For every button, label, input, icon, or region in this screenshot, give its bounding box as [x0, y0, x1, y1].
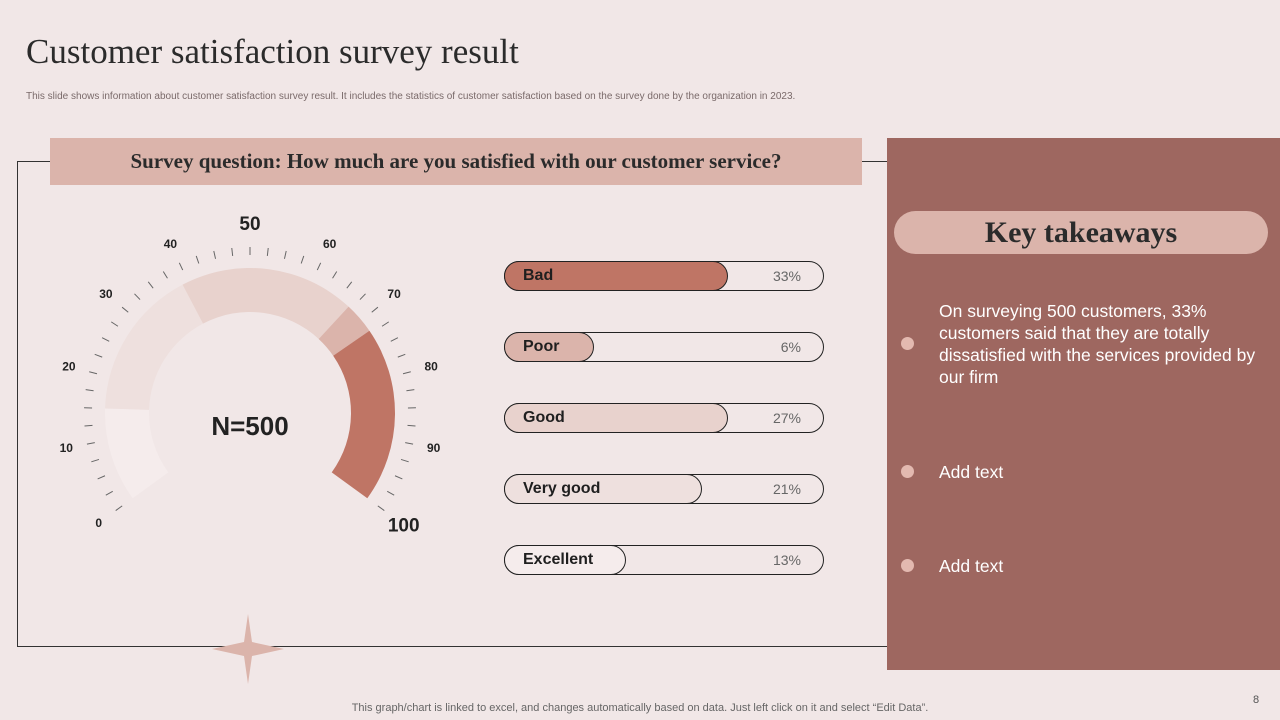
gauge-chart: 0 10 20 30 40 50 60 70 80 90 100 N=500 [60, 214, 441, 537]
gauge-scale-label: 20 [62, 359, 76, 373]
bar-row: Good 27% [504, 403, 824, 433]
gauge-tick [213, 250, 217, 259]
page-number: 8 [1253, 694, 1260, 706]
bar-fill [504, 332, 594, 362]
bullet-dot [901, 337, 914, 350]
gauge-tick [300, 255, 305, 264]
bar-value-label: 13% [772, 552, 801, 568]
gauge-tick [147, 281, 154, 289]
gauge-tick [390, 337, 399, 342]
takeaway-item-3: Add text [939, 556, 1004, 576]
bullet-dot [901, 559, 914, 572]
bar-row: Excellent 13% [504, 545, 824, 575]
gauge-tick [386, 490, 395, 496]
bar-value-label: 21% [772, 481, 801, 497]
gauge-segment-3 [182, 267, 349, 339]
bar-fill [504, 545, 626, 575]
page-subtitle: This slide shows information about custo… [26, 91, 796, 102]
survey-question: Survey question: How much are you satisf… [50, 138, 862, 185]
gauge-tick [394, 475, 403, 480]
gauge-scale-label: 0 [95, 516, 102, 530]
sparkle-icon [212, 614, 284, 684]
gauge-segment-2 [105, 284, 204, 410]
gauge-tick [101, 337, 110, 342]
takeaway-item-2: Add text [939, 462, 1004, 482]
gauge-tick [134, 293, 141, 300]
gauge-tick [84, 424, 93, 427]
gauge-tick [115, 505, 123, 511]
gauge-tick [162, 271, 168, 279]
gauge-tick [407, 424, 416, 427]
gauge-tick [402, 371, 411, 375]
gauge-tick [89, 371, 98, 375]
gauge-tick [283, 250, 287, 259]
gauge-scale-label: 10 [60, 441, 74, 455]
gauge-tick [91, 458, 100, 463]
gauge-tick [231, 247, 234, 257]
gauge-scale-label: 90 [427, 441, 441, 455]
bar-fill [504, 474, 702, 504]
gauge-tick [85, 389, 94, 392]
gauge-scale-label: 30 [99, 287, 113, 301]
gauge-segment-1 [105, 408, 169, 499]
gauge-tick [195, 255, 200, 264]
bar-fill [504, 261, 728, 291]
gauge-tick [371, 306, 379, 313]
gauge-tick [346, 281, 353, 289]
bar-row: Very good 21% [504, 474, 824, 504]
gauge-scale-label: 80 [424, 359, 438, 373]
gauge-tick [316, 262, 322, 271]
gauge-center-label: N=500 [211, 411, 288, 441]
bar-fill [504, 403, 728, 433]
bar-label: Excellent [523, 551, 594, 568]
page-title: Customer satisfaction survey result [26, 32, 519, 71]
gauge-scale-label: 70 [387, 287, 401, 301]
bar-value-label: 27% [772, 410, 801, 426]
gauge-scale-label: 50 [239, 214, 260, 235]
bar-label: Poor [523, 338, 560, 355]
gauge-tick [94, 353, 103, 358]
gauge-tick [359, 293, 366, 300]
gauge-scale-label: 40 [164, 237, 178, 251]
bar-value-label: 6% [780, 339, 801, 355]
takeaways-title: Key takeaways [894, 211, 1268, 254]
bar-label: Bad [523, 267, 554, 284]
bar-label: Very good [523, 480, 601, 497]
gauge-tick [400, 458, 409, 463]
gauge-tick [377, 505, 385, 511]
bullet-dot [901, 465, 914, 478]
gauge-segment-5 [331, 330, 396, 499]
gauge-tick [110, 321, 119, 327]
footer-note: This graph/chart is linked to excel, and… [351, 702, 929, 714]
gauge-tick [397, 353, 406, 358]
gauge-scale-label: 100 [388, 516, 420, 537]
bar-value-label: 33% [772, 268, 801, 284]
takeaway-item-1: On surveying 500 customers, 33% customer… [939, 301, 1256, 387]
gauge-tick [178, 262, 184, 271]
gauge-tick [381, 321, 390, 327]
bar-row: Poor 6% [504, 332, 824, 362]
bar-row: Bad 33% [504, 261, 824, 291]
gauge-tick [405, 442, 414, 445]
gauge-tick [105, 490, 114, 496]
bar-label: Good [523, 409, 565, 426]
gauge-tick [97, 475, 106, 480]
gauge-segment-4 [318, 306, 370, 356]
gauge-tick [86, 442, 95, 445]
gauge-tick [332, 271, 338, 279]
gauge-scale-label: 60 [323, 237, 337, 251]
gauge-tick [406, 389, 415, 392]
gauge-tick [121, 306, 129, 313]
gauge-tick [266, 247, 269, 257]
